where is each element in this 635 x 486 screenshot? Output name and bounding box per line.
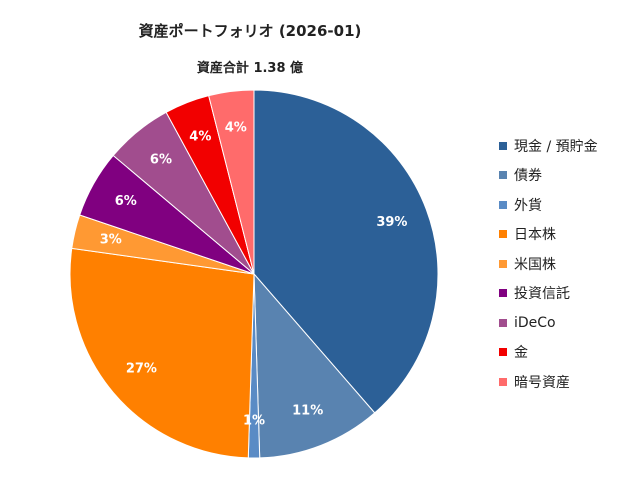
chart-title: 資産ポートフォリオ (2026-01) — [138, 22, 362, 40]
legend-label-2: 外貨 — [514, 197, 542, 214]
legend-label-1: 債券 — [514, 168, 542, 185]
data-label-2: 1% — [243, 414, 265, 429]
data-label-8: 4% — [225, 120, 247, 135]
chart-subtitle: 資産合計 1.38 億 — [196, 61, 304, 76]
data-label-3: 27% — [126, 361, 157, 376]
legend-swatch-7 — [499, 348, 507, 357]
legend-item-7: 金 — [499, 338, 598, 368]
legend-label-7: 金 — [514, 345, 528, 362]
pie-slice-3 — [69, 247, 255, 459]
pie-slice-0 — [253, 89, 439, 414]
legend-item-5: 投資信託 — [499, 279, 598, 309]
legend-swatch-8 — [499, 377, 507, 386]
data-label-1: 11% — [292, 404, 323, 419]
legend-item-2: 外貨 — [499, 190, 598, 220]
data-label-6: 6% — [150, 152, 172, 167]
legend-label-6: iDeCo — [514, 314, 556, 331]
legend-label-4: 米国株 — [514, 256, 556, 273]
pie-chart: 39% 11% 1% 27% 3% 6% 6% 4% 4% — [69, 89, 439, 459]
legend-item-6: iDeCo — [499, 308, 598, 338]
pie-slice-1 — [253, 272, 376, 459]
legend-item-1: 債券 — [499, 161, 598, 191]
legend-swatch-5 — [499, 289, 507, 298]
pie-slices — [69, 89, 439, 459]
legend-item-4: 米国株 — [499, 249, 598, 279]
data-label-5: 6% — [115, 194, 137, 209]
legend-label-5: 投資信託 — [514, 286, 570, 303]
legend-label-0: 現金 / 預貯金 — [514, 138, 598, 155]
legend-label-8: 暗号資産 — [514, 374, 570, 391]
legend-item-3: 日本株 — [499, 220, 598, 250]
legend-swatch-6 — [499, 318, 507, 327]
pie-slice-8 — [208, 89, 255, 275]
data-label-4: 3% — [100, 232, 122, 247]
data-label-0: 39% — [376, 215, 407, 230]
data-label-7: 4% — [189, 129, 211, 144]
legend-swatch-2 — [499, 200, 507, 209]
pie-data-labels: 39% 11% 1% 27% 3% 6% 6% 4% 4% — [100, 120, 408, 428]
legend-label-3: 日本株 — [514, 227, 556, 244]
legend-swatch-4 — [499, 259, 507, 268]
legend-swatch-1 — [499, 171, 507, 180]
legend-swatch-0 — [499, 141, 507, 150]
legend-swatch-3 — [499, 230, 507, 239]
legend-item-8: 暗号資産 — [499, 367, 598, 397]
legend: 現金 / 預貯金 債券外貨日本株米国株投資信託 iDeCo 金暗号資産 — [499, 131, 598, 397]
legend-item-0: 現金 / 預貯金 — [499, 131, 598, 161]
